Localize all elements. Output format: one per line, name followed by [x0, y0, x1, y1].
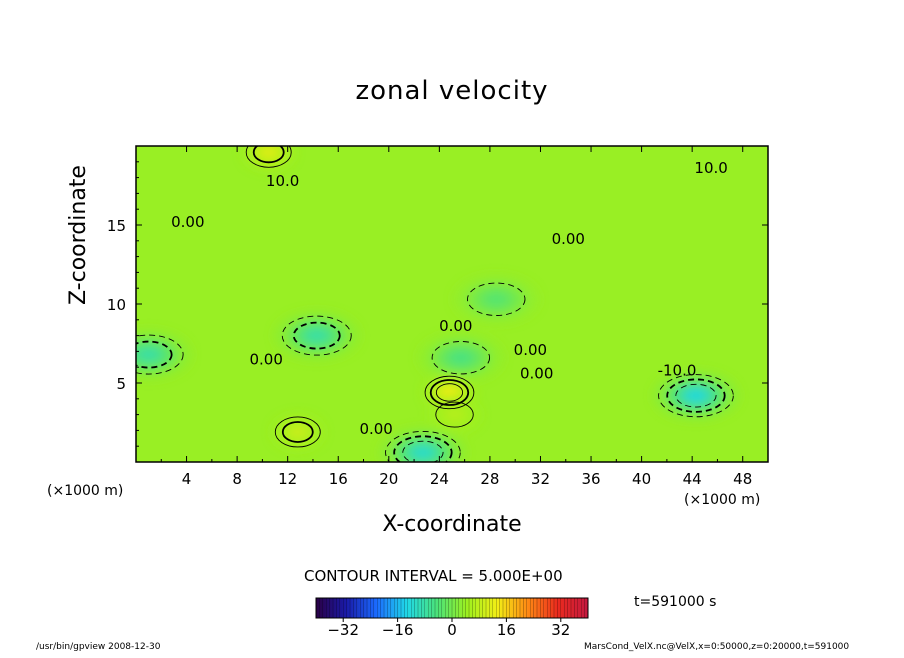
contour-line: [385, 430, 461, 462]
footer-right: MarsCond_VelX.nc@VelX,x=0:50000,z=0:2000…: [584, 642, 850, 652]
y-axis-label: Z-coordinate: [66, 165, 91, 305]
contour-line: [666, 378, 726, 413]
colorbar: −32 −16 0 16 32: [315, 597, 589, 639]
x-tick-label: 40: [632, 470, 651, 488]
x-tick-label: 48: [733, 470, 752, 488]
colorbar-tick-label: 16: [497, 621, 516, 639]
colorbar-tick-label: −32: [327, 621, 359, 639]
z-unit-label: (×1000 m): [47, 483, 124, 499]
x-tick-label: 36: [581, 470, 600, 488]
field-feature-9: [242, 146, 295, 171]
contour-line: [435, 383, 464, 402]
contour-line: [431, 341, 491, 375]
field-feature-6: [454, 275, 539, 324]
field-feature-5: [418, 333, 503, 382]
y-axis-ticks: 5 10 15: [107, 161, 768, 447]
contour-line: [136, 334, 184, 375]
footer-left: /usr/bin/gpview 2008-12-30: [36, 642, 161, 652]
contour-label: 0.00: [359, 420, 392, 438]
x-tick-label: 12: [278, 470, 297, 488]
contour-lines: [136, 146, 734, 462]
contour-line: [467, 282, 526, 316]
velocity-field: [136, 146, 768, 462]
contour-line: [274, 416, 321, 448]
x-unit-label: (×1000 m): [684, 492, 761, 508]
contour-line: [429, 379, 470, 406]
contour-label: 0.00: [249, 350, 282, 368]
contour-label: -10.0: [658, 361, 697, 379]
contour-line: [281, 421, 314, 443]
x-tick-label: 24: [430, 470, 449, 488]
field-feature-1: [274, 311, 359, 360]
x-tick-label: 32: [531, 470, 550, 488]
contour-label: 0.00: [552, 230, 585, 248]
contour-label: 10.0: [266, 172, 299, 190]
colorbar-tick-label: −16: [382, 621, 414, 639]
x-tick-label: 44: [683, 470, 702, 488]
contour-line: [136, 340, 173, 369]
colorbar-tick-label: 32: [551, 621, 570, 639]
contour-line: [292, 321, 341, 350]
contour-line: [393, 435, 453, 462]
contour-label: 0.00: [520, 365, 553, 383]
y-tick-label: 5: [116, 375, 126, 393]
contour-line: [402, 440, 444, 462]
contour-line: [675, 383, 717, 408]
contour-line: [424, 375, 475, 410]
contour-label: 0.00: [514, 341, 547, 359]
y-tick-label: 10: [107, 296, 126, 314]
x-tick-label: 8: [232, 470, 242, 488]
x-axis-ticks: 4 8 12 16 20 24 28 32 36 40 44 48: [160, 146, 752, 488]
contour-label: 10.0: [694, 159, 727, 177]
contour-line: [281, 315, 352, 356]
x-tick-label: 28: [480, 470, 499, 488]
x-axis-label: X-coordinate: [382, 512, 522, 537]
x-tick-label: 20: [379, 470, 398, 488]
field-feature-4: [136, 330, 191, 379]
contour-line: [245, 146, 292, 168]
field-feature-3: [380, 428, 465, 462]
contour-interval-text: CONTOUR INTERVAL = 5.000E+00: [304, 567, 563, 585]
colorbar-tick-label: 0: [447, 621, 457, 639]
contour-label: 0.00: [171, 213, 204, 231]
y-tick-label: 15: [107, 217, 126, 235]
contour-line: [658, 374, 734, 418]
x-tick-label: 16: [329, 470, 348, 488]
contour-labels: 10.0 10.0 0.00 0.00 0.00 0.00 0.00 0.00 0.00 -10.…: [171, 159, 728, 438]
chart-title: zonal velocity: [355, 76, 549, 106]
contour-line: [435, 401, 474, 428]
field-feature-8: [271, 413, 324, 450]
x-tick-label: 4: [182, 470, 192, 488]
contour-line: [252, 146, 285, 164]
contour-label: 0.00: [439, 317, 472, 335]
time-label: t=591000 s: [634, 594, 717, 610]
